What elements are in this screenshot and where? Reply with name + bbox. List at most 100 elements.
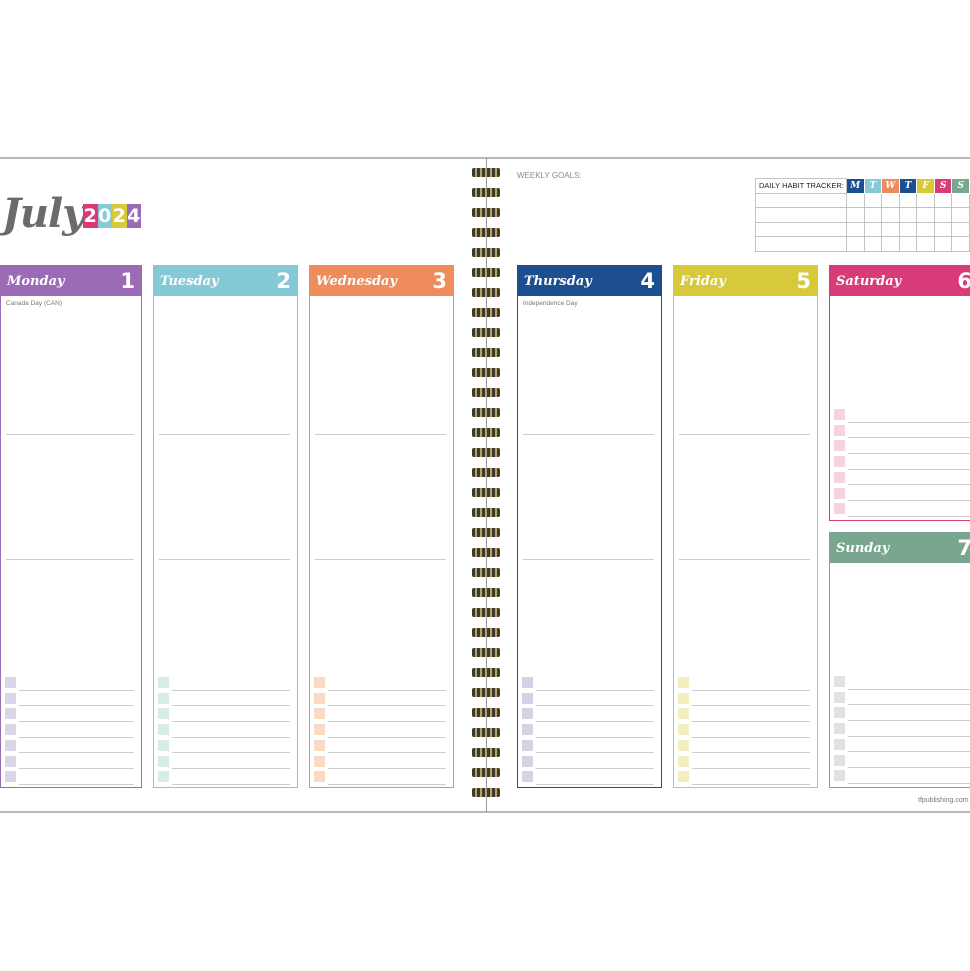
todo-checkbox[interactable] (522, 739, 533, 751)
tracker-check-cell[interactable] (898, 221, 918, 238)
todo-checkbox[interactable] (314, 692, 325, 704)
todo-checkbox[interactable] (522, 677, 533, 688)
todo-line[interactable] (172, 721, 290, 723)
todo-line[interactable] (848, 515, 970, 517)
todo-item[interactable] (314, 722, 446, 738)
todo-item[interactable] (158, 691, 290, 707)
todo-item[interactable] (834, 501, 970, 517)
todo-checkbox[interactable] (678, 755, 689, 767)
tracker-check-cell[interactable] (933, 207, 953, 223)
todo-item[interactable] (5, 754, 134, 770)
tracker-check-cell[interactable] (881, 236, 900, 252)
tracker-check-cell[interactable] (863, 236, 883, 252)
todo-line[interactable] (848, 704, 970, 706)
todo-item[interactable] (158, 754, 290, 770)
todo-checkbox[interactable] (314, 771, 325, 783)
todo-line[interactable] (172, 705, 290, 707)
todo-item[interactable] (158, 706, 290, 723)
todo-line[interactable] (848, 453, 970, 455)
todo-line[interactable] (848, 421, 970, 423)
todo-checkbox[interactable] (834, 409, 845, 420)
todo-item[interactable] (522, 675, 654, 691)
todo-line[interactable] (172, 689, 290, 691)
todo-checkbox[interactable] (158, 708, 169, 720)
todo-item[interactable] (314, 754, 446, 770)
todo-item[interactable] (678, 706, 810, 723)
todo-line[interactable] (692, 705, 810, 707)
tracker-check-cell[interactable] (863, 221, 883, 238)
todo-checkbox[interactable] (834, 691, 845, 703)
todo-item[interactable] (834, 486, 970, 502)
todo-item[interactable] (834, 423, 970, 439)
todo-line[interactable] (848, 468, 970, 470)
todo-checkbox[interactable] (314, 739, 325, 751)
todo-item[interactable] (834, 674, 970, 690)
todo-item[interactable] (5, 691, 134, 707)
todo-item[interactable] (678, 691, 810, 707)
tracker-check-cell[interactable] (951, 236, 970, 252)
todo-item[interactable] (522, 754, 654, 770)
todo-line[interactable] (19, 768, 134, 770)
todo-checkbox[interactable] (834, 440, 845, 452)
todo-checkbox[interactable] (522, 771, 533, 783)
todo-item[interactable] (314, 691, 446, 707)
todo-line[interactable] (536, 736, 654, 738)
todo-item[interactable] (314, 706, 446, 723)
todo-item[interactable] (834, 470, 970, 486)
tracker-habit-cell[interactable] (755, 192, 847, 209)
todo-line[interactable] (19, 721, 134, 723)
todo-checkbox[interactable] (834, 424, 845, 436)
todo-line[interactable] (328, 752, 446, 754)
tracker-check-cell[interactable] (916, 207, 935, 223)
todo-item[interactable] (834, 690, 970, 706)
tracker-habit-cell[interactable] (755, 207, 847, 223)
todo-checkbox[interactable] (5, 755, 16, 767)
todo-line[interactable] (536, 752, 654, 754)
tracker-check-cell[interactable] (881, 221, 900, 238)
todo-checkbox[interactable] (522, 755, 533, 767)
todo-line[interactable] (692, 768, 810, 770)
todo-line[interactable] (19, 705, 134, 707)
todo-line[interactable] (848, 782, 970, 784)
tracker-check-cell[interactable] (951, 221, 970, 238)
todo-line[interactable] (692, 721, 810, 723)
todo-item[interactable] (5, 738, 134, 754)
todo-checkbox[interactable] (5, 708, 16, 720)
todo-line[interactable] (172, 736, 290, 738)
todo-item[interactable] (158, 738, 290, 754)
todo-checkbox[interactable] (158, 724, 169, 736)
todo-line[interactable] (172, 783, 290, 785)
tracker-check-cell[interactable] (845, 236, 865, 252)
todo-checkbox[interactable] (522, 692, 533, 704)
todo-item[interactable] (834, 454, 970, 470)
tracker-check-cell[interactable] (951, 207, 970, 223)
todo-item[interactable] (834, 768, 970, 784)
todo-checkbox[interactable] (678, 677, 689, 688)
todo-item[interactable] (522, 769, 654, 785)
todo-checkbox[interactable] (5, 692, 16, 704)
todo-line[interactable] (328, 721, 446, 723)
todo-line[interactable] (692, 752, 810, 754)
todo-checkbox[interactable] (678, 708, 689, 720)
todo-checkbox[interactable] (834, 754, 845, 766)
todo-item[interactable] (158, 769, 290, 785)
todo-checkbox[interactable] (678, 771, 689, 783)
todo-line[interactable] (19, 736, 134, 738)
todo-item[interactable] (522, 706, 654, 723)
todo-checkbox[interactable] (158, 692, 169, 704)
todo-item[interactable] (678, 769, 810, 785)
todo-item[interactable] (5, 675, 134, 691)
todo-checkbox[interactable] (314, 755, 325, 767)
tracker-check-cell[interactable] (845, 207, 865, 223)
todo-line[interactable] (172, 768, 290, 770)
todo-item[interactable] (678, 754, 810, 770)
tracker-check-cell[interactable] (898, 207, 918, 223)
todo-item[interactable] (834, 737, 970, 753)
tracker-habit-cell[interactable] (755, 221, 847, 238)
todo-item[interactable] (314, 738, 446, 754)
todo-line[interactable] (536, 705, 654, 707)
tracker-check-cell[interactable] (881, 207, 900, 223)
todo-line[interactable] (536, 768, 654, 770)
tracker-check-cell[interactable] (863, 192, 883, 209)
todo-checkbox[interactable] (678, 692, 689, 704)
